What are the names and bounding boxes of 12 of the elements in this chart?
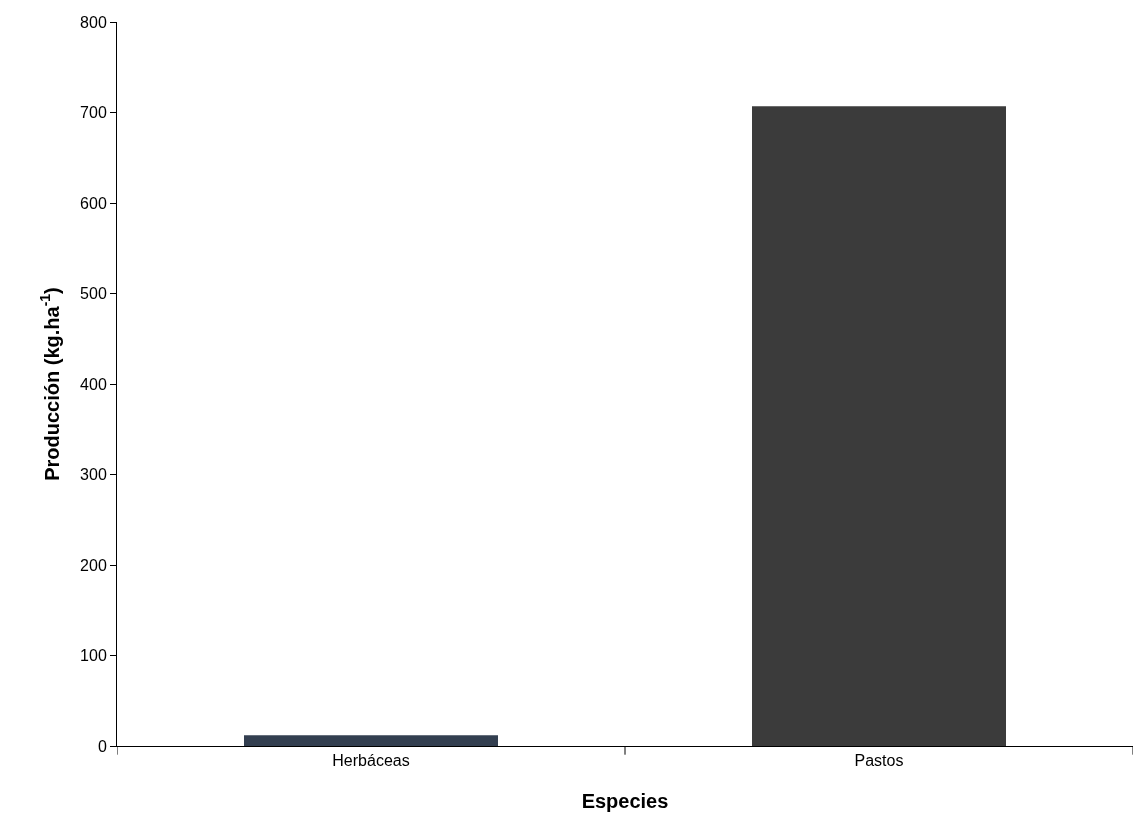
y-tick-label: 700 bbox=[80, 104, 107, 122]
y-tick-label: 600 bbox=[80, 194, 107, 212]
x-tick-label: Pastos bbox=[854, 752, 904, 770]
y-tick-label: 300 bbox=[80, 466, 107, 484]
x-tick-label: Herbáceas bbox=[332, 752, 410, 770]
y-tick-label: 200 bbox=[80, 556, 107, 574]
y-tick-label: 800 bbox=[80, 13, 107, 31]
y-tick-label: 100 bbox=[80, 647, 107, 665]
y-tick-label: 400 bbox=[80, 375, 107, 393]
y-tick-label: 0 bbox=[97, 737, 107, 755]
x-axis-title: Especies bbox=[581, 789, 669, 812]
y-tick-label: 500 bbox=[80, 285, 107, 303]
